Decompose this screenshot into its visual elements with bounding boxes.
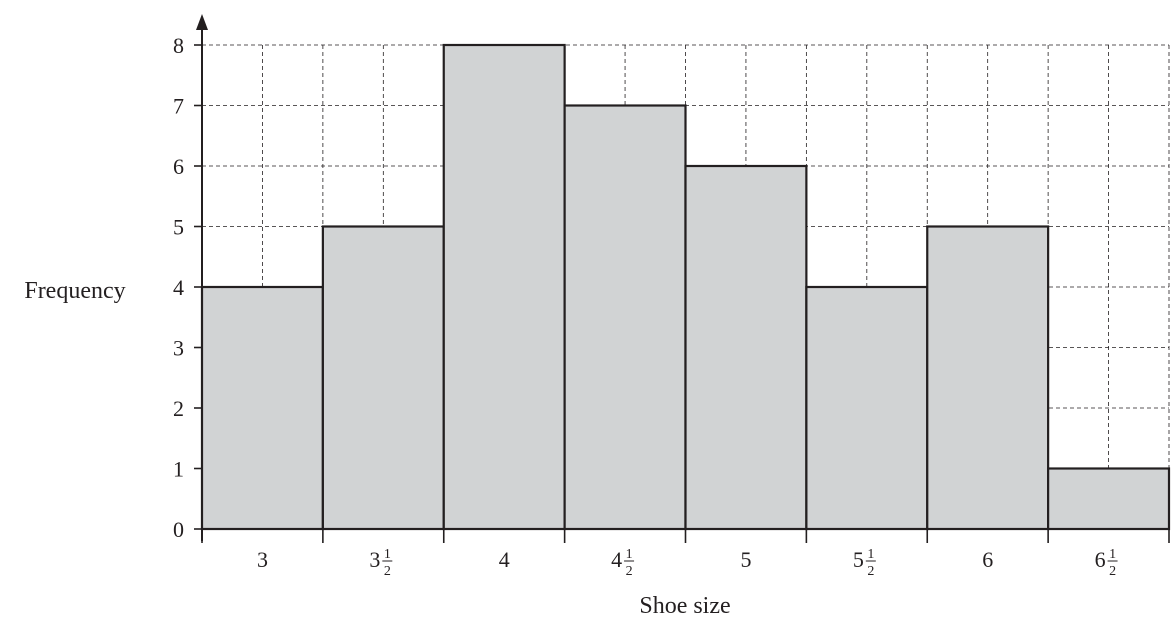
y-axis-arrow-icon (196, 14, 208, 30)
bar-2 (321, 225, 445, 531)
y-tick-label: 4 (173, 275, 184, 300)
x-tick-label-numerator: 1 (626, 547, 633, 562)
x-tick-label-numerator: 1 (867, 547, 874, 562)
y-tick-label: 2 (173, 396, 184, 421)
x-tick-label-whole: 6 (982, 547, 993, 572)
x-tick-label-6: 5 1 2 (853, 547, 876, 579)
bar-5 (684, 164, 808, 531)
y-tick-label: 7 (173, 94, 184, 119)
x-tick-label-numerator: 1 (384, 547, 391, 562)
y-tick-label: 1 (173, 457, 184, 482)
x-tick-label-whole: 3 (257, 547, 268, 572)
x-tick-label-whole: 3 (369, 547, 380, 572)
x-tick-label-whole: 5 (853, 547, 864, 572)
y-tick-label: 0 (173, 517, 184, 542)
x-tick-label-3: 4 (499, 547, 510, 572)
x-tick-label-denominator: 2 (384, 564, 391, 579)
y-tick-label: 8 (173, 33, 184, 58)
bar-8 (1047, 467, 1171, 531)
bars (200, 43, 1171, 531)
x-tick-label-denominator: 2 (626, 564, 633, 579)
x-axis-title: Shoe size (639, 593, 730, 619)
x-tick-label-whole: 4 (611, 547, 622, 572)
y-tick-labels: 0 1 2 3 4 5 6 7 8 (173, 33, 184, 542)
x-tick-label-whole: 5 (740, 547, 751, 572)
bar-3 (442, 43, 566, 531)
x-tick-label-1: 3 (257, 547, 268, 572)
x-tick-label-4: 4 1 2 (611, 547, 635, 579)
x-tick-labels: 3 3 12 4 4 12 5 5 12 6 6 12 (257, 547, 1118, 579)
x-tick-label-whole: 6 (1095, 547, 1106, 572)
x-tick-label-5: 5 (740, 547, 751, 572)
bar-6 (805, 285, 929, 531)
x-tick-label-denominator: 2 (867, 564, 874, 579)
bar-1 (200, 285, 324, 531)
bar-7 (926, 225, 1050, 531)
y-axis-title: Frequency (24, 278, 125, 304)
x-tick-label-8: 6 1 2 (1095, 547, 1118, 579)
x-tick-label-2: 3 1 2 (369, 547, 393, 579)
x-tick-label-whole: 4 (499, 547, 510, 572)
axes (194, 14, 1170, 543)
x-tick-label-denominator: 2 (1109, 564, 1116, 579)
y-tick-label: 3 (173, 336, 184, 361)
x-tick-label-numerator: 1 (1109, 547, 1116, 562)
y-tick-label: 6 (173, 154, 184, 179)
x-tick-label-7: 6 (982, 547, 993, 572)
bar-4 (563, 104, 687, 531)
y-tick-label: 5 (173, 215, 184, 240)
